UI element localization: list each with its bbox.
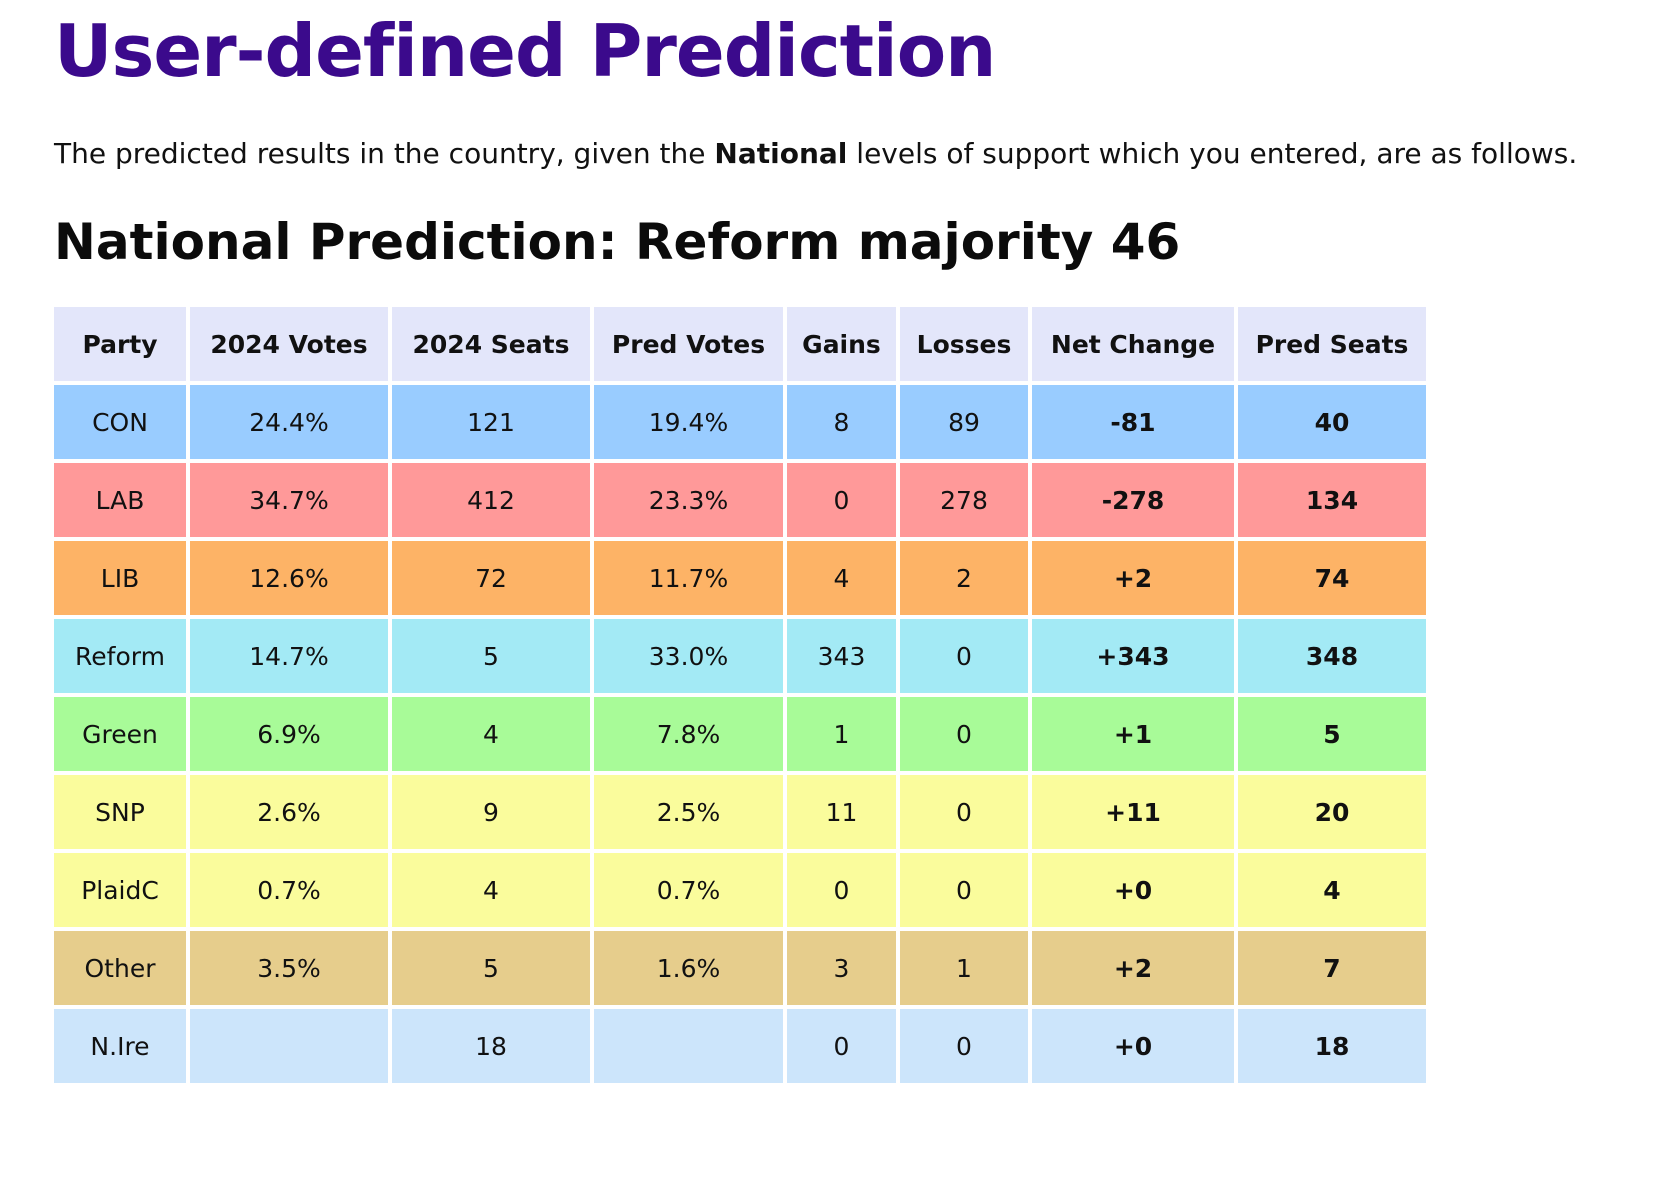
cell-party: LAB — [54, 463, 186, 537]
cell-party: CON — [54, 385, 186, 459]
cell-pred-votes — [594, 1009, 783, 1083]
header-2024-votes: 2024 Votes — [190, 307, 388, 381]
prediction-subtitle: National Prediction: Reform majority 46 — [54, 213, 1181, 271]
intro-text-bold: National — [714, 137, 848, 170]
cell-losses: 0 — [900, 619, 1028, 693]
cell-pred-votes: 0.7% — [594, 853, 783, 927]
cell-net-change: +2 — [1032, 931, 1234, 1005]
cell-2024-votes: 24.4% — [190, 385, 388, 459]
intro-text-before: The predicted results in the country, gi… — [54, 137, 715, 170]
cell-losses: 0 — [900, 697, 1028, 771]
cell-pred-votes: 7.8% — [594, 697, 783, 771]
cell-losses: 2 — [900, 541, 1028, 615]
header-gains: Gains — [787, 307, 896, 381]
cell-2024-seats: 18 — [392, 1009, 590, 1083]
cell-pred-votes: 23.3% — [594, 463, 783, 537]
cell-pred-seats: 20 — [1238, 775, 1426, 849]
cell-gains: 8 — [787, 385, 896, 459]
cell-pred-votes: 19.4% — [594, 385, 783, 459]
cell-party: Reform — [54, 619, 186, 693]
cell-pred-votes: 1.6% — [594, 931, 783, 1005]
table-row: LAB 34.7% 412 23.3% 0 278 -278 134 — [54, 463, 1426, 537]
cell-pred-seats: 5 — [1238, 697, 1426, 771]
header-net-change: Net Change — [1032, 307, 1234, 381]
table-row: SNP 2.6% 9 2.5% 11 0 +11 20 — [54, 775, 1426, 849]
cell-losses: 1 — [900, 931, 1028, 1005]
table-row: PlaidC 0.7% 4 0.7% 0 0 +0 4 — [54, 853, 1426, 927]
cell-2024-votes: 3.5% — [190, 931, 388, 1005]
cell-gains: 0 — [787, 853, 896, 927]
cell-losses: 0 — [900, 775, 1028, 849]
cell-pred-seats: 7 — [1238, 931, 1426, 1005]
cell-2024-votes: 14.7% — [190, 619, 388, 693]
cell-2024-seats: 121 — [392, 385, 590, 459]
cell-losses: 278 — [900, 463, 1028, 537]
header-pred-votes: Pred Votes — [594, 307, 783, 381]
cell-gains: 1 — [787, 697, 896, 771]
table-row: Green 6.9% 4 7.8% 1 0 +1 5 — [54, 697, 1426, 771]
cell-party: Other — [54, 931, 186, 1005]
cell-net-change: +2 — [1032, 541, 1234, 615]
cell-gains: 11 — [787, 775, 896, 849]
cell-pred-seats: 40 — [1238, 385, 1426, 459]
table-row: Other 3.5% 5 1.6% 3 1 +2 7 — [54, 931, 1426, 1005]
page-title: User-defined Prediction — [54, 9, 996, 93]
cell-gains: 4 — [787, 541, 896, 615]
cell-2024-seats: 4 — [392, 853, 590, 927]
table-row: N.Ire 18 0 0 +0 18 — [54, 1009, 1426, 1083]
table-row: Reform 14.7% 5 33.0% 343 0 +343 348 — [54, 619, 1426, 693]
cell-party: PlaidC — [54, 853, 186, 927]
cell-net-change: +11 — [1032, 775, 1234, 849]
results-table: Party 2024 Votes 2024 Seats Pred Votes G… — [50, 303, 1430, 1087]
cell-pred-seats: 74 — [1238, 541, 1426, 615]
cell-pred-seats: 18 — [1238, 1009, 1426, 1083]
cell-party: SNP — [54, 775, 186, 849]
cell-net-change: +1 — [1032, 697, 1234, 771]
cell-2024-votes: 0.7% — [190, 853, 388, 927]
cell-2024-votes: 6.9% — [190, 697, 388, 771]
results-table-body: CON 24.4% 121 19.4% 8 89 -81 40 LAB 34.7% 412 23.3%… — [54, 385, 1426, 1083]
cell-losses: 0 — [900, 1009, 1028, 1083]
header-pred-seats: Pred Seats — [1238, 307, 1426, 381]
table-header-row: Party 2024 Votes 2024 Seats Pred Votes G… — [54, 307, 1426, 381]
table-row: CON 24.4% 121 19.4% 8 89 -81 40 — [54, 385, 1426, 459]
cell-pred-votes: 33.0% — [594, 619, 783, 693]
cell-2024-seats: 72 — [392, 541, 590, 615]
cell-party: N.Ire — [54, 1009, 186, 1083]
cell-pred-votes: 2.5% — [594, 775, 783, 849]
cell-2024-votes: 12.6% — [190, 541, 388, 615]
cell-2024-seats: 5 — [392, 931, 590, 1005]
cell-2024-seats: 5 — [392, 619, 590, 693]
cell-2024-votes: 2.6% — [190, 775, 388, 849]
cell-2024-seats: 412 — [392, 463, 590, 537]
cell-gains: 0 — [787, 1009, 896, 1083]
header-2024-seats: 2024 Seats — [392, 307, 590, 381]
cell-2024-votes: 34.7% — [190, 463, 388, 537]
cell-net-change: +0 — [1032, 853, 1234, 927]
cell-losses: 0 — [900, 853, 1028, 927]
header-party: Party — [54, 307, 186, 381]
table-row: LIB 12.6% 72 11.7% 4 2 +2 74 — [54, 541, 1426, 615]
intro-paragraph: The predicted results in the country, gi… — [54, 136, 1577, 172]
cell-2024-seats: 9 — [392, 775, 590, 849]
cell-net-change: +343 — [1032, 619, 1234, 693]
cell-pred-seats: 348 — [1238, 619, 1426, 693]
cell-2024-seats: 4 — [392, 697, 590, 771]
header-losses: Losses — [900, 307, 1028, 381]
cell-pred-seats: 4 — [1238, 853, 1426, 927]
cell-net-change: +0 — [1032, 1009, 1234, 1083]
cell-gains: 3 — [787, 931, 896, 1005]
cell-gains: 0 — [787, 463, 896, 537]
cell-party: LIB — [54, 541, 186, 615]
cell-pred-votes: 11.7% — [594, 541, 783, 615]
cell-gains: 343 — [787, 619, 896, 693]
intro-text-after: levels of support which you entered, are… — [847, 137, 1578, 170]
cell-2024-votes — [190, 1009, 388, 1083]
cell-pred-seats: 134 — [1238, 463, 1426, 537]
cell-net-change: -81 — [1032, 385, 1234, 459]
cell-net-change: -278 — [1032, 463, 1234, 537]
cell-losses: 89 — [900, 385, 1028, 459]
cell-party: Green — [54, 697, 186, 771]
